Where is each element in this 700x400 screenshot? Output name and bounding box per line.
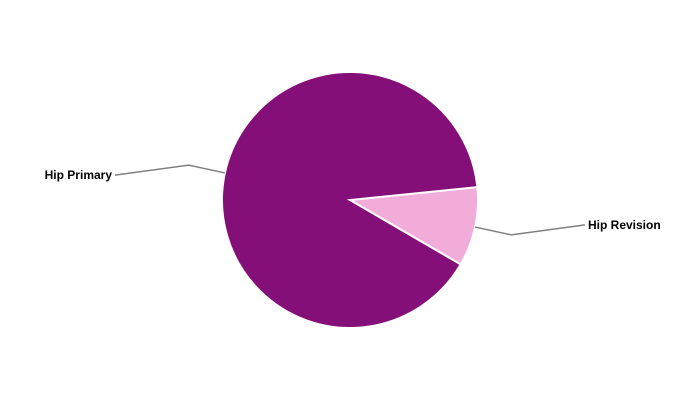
leader-lines [114, 164, 586, 236]
slice-label: Hip Revision [588, 218, 661, 232]
leader-line [474, 224, 586, 236]
slice-labels: Hip Revision Hip Primary [45, 168, 661, 232]
leader-line [114, 164, 226, 176]
pie-slice-hip-primary [221, 71, 479, 329]
pie-slice-hip-revision [346, 185, 479, 266]
slice-label: Hip Primary [45, 168, 113, 182]
pie-slices [221, 71, 479, 329]
